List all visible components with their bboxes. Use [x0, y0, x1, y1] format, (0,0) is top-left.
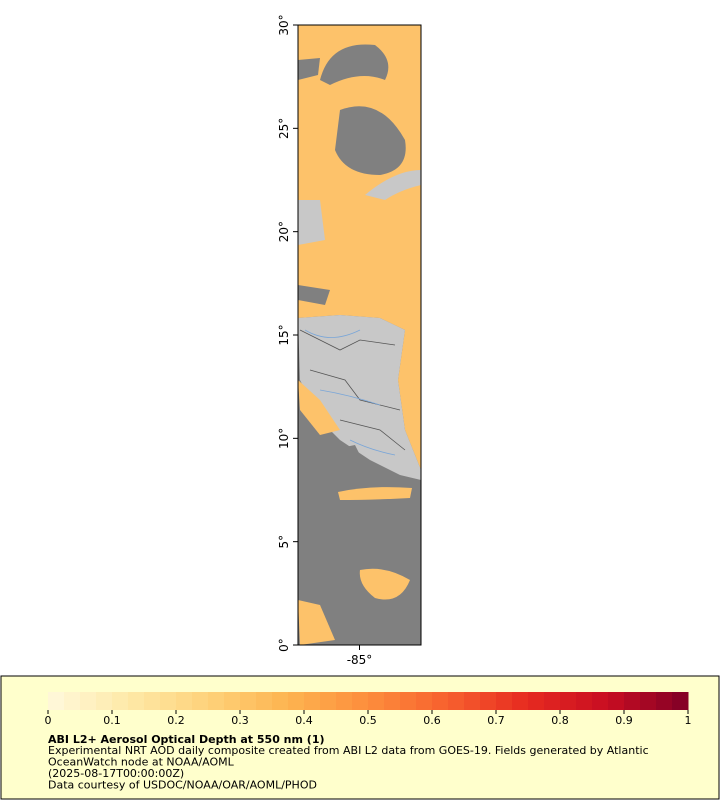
legend-title: ABI L2+ Aerosol Optical Depth at 550 nm … — [48, 733, 325, 746]
colorbar-tick-label: 0.7 — [487, 714, 505, 727]
legend-line: OceanWatch node at NOAA/AOML — [48, 756, 235, 769]
colorbar-segment — [320, 692, 337, 710]
colorbar-segment — [496, 692, 513, 710]
map-image — [298, 25, 421, 645]
colorbar-tick-label: 0 — [45, 714, 52, 727]
colorbar-segment — [368, 692, 385, 710]
colorbar-segment — [560, 692, 577, 710]
colorbar-segment — [640, 692, 657, 710]
colorbar-segment — [608, 692, 625, 710]
colorbar-segment — [480, 692, 497, 710]
y-tick-label: 15° — [277, 324, 291, 345]
colorbar-segment — [288, 692, 305, 710]
colorbar-segment — [416, 692, 433, 710]
colorbar-segment — [592, 692, 609, 710]
colorbar-segment — [528, 692, 545, 710]
colorbar-tick-label: 0.2 — [167, 714, 185, 727]
y-tick-label: 0° — [277, 638, 291, 652]
colorbar-segment — [448, 692, 465, 710]
colorbar-segment — [624, 692, 641, 710]
legend-line: Experimental NRT AOD daily composite cre… — [48, 744, 649, 757]
colorbar-segment — [160, 692, 177, 710]
y-tick-label: 5° — [277, 535, 291, 549]
colorbar-segment — [656, 692, 673, 710]
colorbar-segment — [64, 692, 81, 710]
colorbar-segment — [48, 692, 65, 710]
y-tick-label: 30° — [277, 14, 291, 35]
colorbar-segment — [112, 692, 129, 710]
colorbar-segment — [192, 692, 209, 710]
colorbar-segment — [672, 692, 689, 710]
colorbar-tick-label: 0.8 — [551, 714, 569, 727]
colorbar-tick-label: 0.3 — [231, 714, 249, 727]
y-tick-label: 20° — [277, 221, 291, 242]
colorbar-segment — [272, 692, 289, 710]
colorbar-segment — [336, 692, 353, 710]
y-tick-label: 25° — [277, 118, 291, 139]
colorbar-segment — [128, 692, 145, 710]
colorbar-segment — [400, 692, 417, 710]
y-tick-label: 10° — [277, 428, 291, 449]
colorbar-segment — [208, 692, 225, 710]
colorbar-tick-label: 0.4 — [295, 714, 313, 727]
colorbar-segment — [512, 692, 529, 710]
colorbar-tick-label: 0.5 — [359, 714, 377, 727]
colorbar-segment — [304, 692, 321, 710]
colorbar-tick-label: 1 — [685, 714, 692, 727]
colorbar-segment — [240, 692, 257, 710]
colorbar-segment — [176, 692, 193, 710]
colorbar-segment — [464, 692, 481, 710]
legend-line: (2025-08-17T00:00:00Z) — [48, 767, 184, 780]
colorbar-segment — [96, 692, 113, 710]
colorbar-tick-label: 0.9 — [615, 714, 633, 727]
legend-line: Data courtesy of USDOC/NOAA/OAR/AOML/PHO… — [48, 779, 317, 792]
colorbar-segment — [576, 692, 593, 710]
colorbar-segment — [144, 692, 161, 710]
colorbar-segment — [432, 692, 449, 710]
x-tick-label: -85° — [347, 653, 373, 667]
colorbar-segment — [80, 692, 97, 710]
colorbar-segment — [544, 692, 561, 710]
colorbar-segment — [256, 692, 273, 710]
colorbar-tick-label: 0.1 — [103, 714, 121, 727]
colorbar-segment — [224, 692, 241, 710]
colorbar-tick-label: 0.6 — [423, 714, 441, 727]
colorbar-segment — [352, 692, 369, 710]
colorbar-segment — [384, 692, 401, 710]
